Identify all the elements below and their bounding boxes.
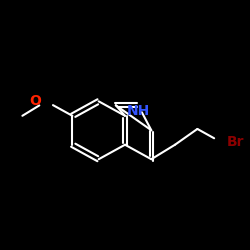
Text: NH: NH xyxy=(126,104,150,118)
Text: O: O xyxy=(29,94,41,108)
Text: Br: Br xyxy=(226,135,244,149)
